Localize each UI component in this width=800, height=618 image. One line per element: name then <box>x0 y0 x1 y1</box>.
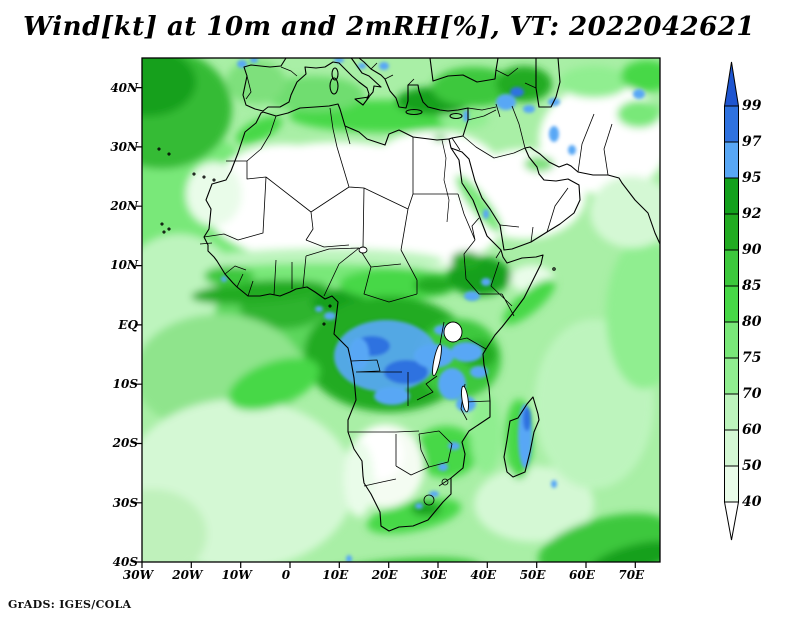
lon-tick-label: 0 <box>281 568 291 582</box>
colorbar-tick-label: 99 <box>742 98 762 114</box>
colorbar-bottom-arrow <box>723 501 740 541</box>
colorbar-segment <box>724 141 739 179</box>
lat-tick-label: 40N <box>110 80 138 95</box>
lat-tick-label: 10N <box>110 258 138 273</box>
country-borders <box>199 62 613 506</box>
africa-map <box>136 57 661 568</box>
lat-tick-label: 30N <box>110 139 138 154</box>
colorbar-tick-label: 70 <box>742 386 762 402</box>
map-frame <box>141 57 661 563</box>
grads-credit: GrADS: IGES/COLA <box>8 598 132 611</box>
colorbar-segment <box>724 393 739 431</box>
lat-tick-label: 20S <box>112 436 138 451</box>
colorbar-tick-label: 80 <box>742 314 762 330</box>
lake-malawi <box>461 385 469 413</box>
colorbar-segment <box>724 105 739 143</box>
colorbar-top-arrow <box>723 61 740 107</box>
colorbar-segment <box>724 321 739 359</box>
lake-tanganyika <box>432 343 442 377</box>
lon-tick-label: 30W <box>122 568 154 582</box>
colorbar-tick-label: 97 <box>742 134 762 150</box>
lon-tick-label: 30E <box>421 568 447 582</box>
colorbar-tick-label: 90 <box>742 242 762 258</box>
lat-tick-label: 20N <box>110 199 138 214</box>
lon-tick-label: 10W <box>221 568 252 582</box>
colorbar-tick-label: 95 <box>742 170 762 186</box>
lon-tick-label: 60E <box>569 568 595 582</box>
colorbar-segment <box>724 285 739 323</box>
lat-tick-marks <box>136 87 142 563</box>
rh-shading-field <box>142 58 660 562</box>
page-title: Wind[kt] at 10m and 2mRH[%], VT: 2022042… <box>23 12 755 42</box>
colorbar <box>723 61 740 541</box>
lat-tick-label: 30S <box>112 495 138 510</box>
colorbar-segment <box>724 249 739 287</box>
colorbar-tick-label: 60 <box>742 422 762 438</box>
colorbar-tick-label: 50 <box>742 458 762 474</box>
lon-tick-label: 20W <box>172 568 203 582</box>
lat-tick-label: 10S <box>112 377 138 391</box>
lon-tick-label: 20E <box>371 568 398 582</box>
lat-tick-label: EQ <box>118 317 138 332</box>
colorbar-segment <box>724 429 739 467</box>
lon-tick-label: 10E <box>322 568 349 582</box>
lake-victoria <box>443 321 463 343</box>
colorbar-tick-label: 92 <box>742 206 762 222</box>
colorbar-tick-label: 40 <box>742 494 762 510</box>
colorbar-segment <box>724 213 739 251</box>
lon-tick-label: 40E <box>470 568 497 582</box>
lakes <box>358 246 469 413</box>
coastlines <box>157 58 660 532</box>
lon-tick-marks <box>141 562 636 568</box>
colorbar-tick-label: 75 <box>742 350 762 366</box>
colorbar-tick-label: 85 <box>742 278 762 294</box>
lat-tick-label: 40S <box>112 554 138 569</box>
lon-tick-label: 70E <box>618 568 645 582</box>
lake-chad <box>358 246 368 254</box>
colorbar-segment <box>724 357 739 395</box>
lon-tick-label: 50E <box>519 568 546 582</box>
colorbar-segment <box>724 177 739 215</box>
colorbar-segment <box>724 465 739 503</box>
